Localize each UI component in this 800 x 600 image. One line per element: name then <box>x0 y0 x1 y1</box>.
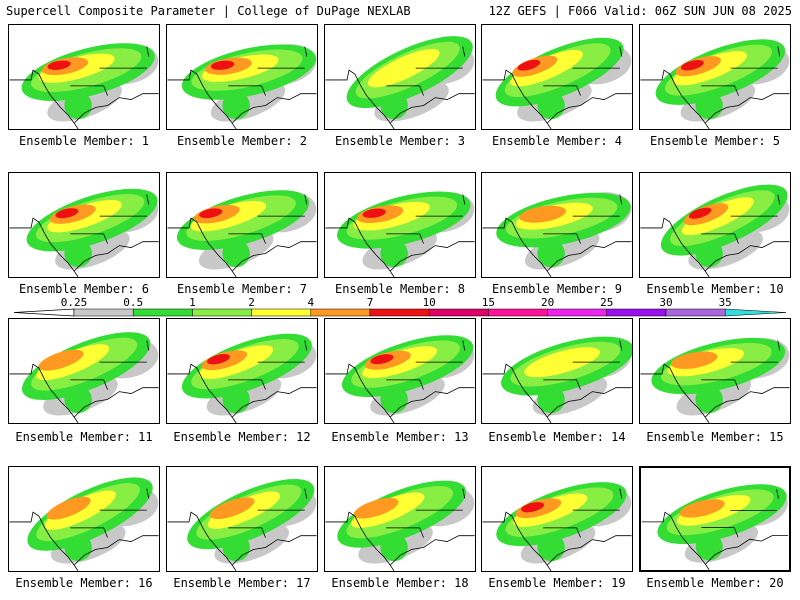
colorbar-tick-label: 15 <box>482 296 495 309</box>
ensemble-member-label: Ensemble Member: 11 <box>15 430 153 444</box>
ensemble-member-panel[interactable] <box>324 318 476 424</box>
scp-map <box>9 332 159 423</box>
scp-map <box>9 477 159 571</box>
scp-map <box>482 192 632 277</box>
ensemble-member-label: Ensemble Member: 9 <box>491 282 623 296</box>
ensemble-member-label: Ensemble Member: 7 <box>176 282 308 296</box>
scp-map <box>640 39 790 129</box>
ensemble-member-panel[interactable] <box>324 172 476 278</box>
scp-map <box>9 188 159 277</box>
colorbar-segment <box>488 308 548 317</box>
scp-map <box>325 36 475 129</box>
ensemble-member-panel[interactable] <box>324 466 476 572</box>
colorbar-tick-label: 10 <box>423 296 436 309</box>
colorbar-tick-label: 20 <box>541 296 554 309</box>
scp-map <box>482 482 632 571</box>
ensemble-member-panel[interactable] <box>166 466 318 572</box>
page-title: Supercell Composite Parameter | College … <box>6 4 411 18</box>
ensemble-member-label: Ensemble Member: 16 <box>15 576 153 590</box>
ensemble-member-label: Ensemble Member: 6 <box>18 282 150 296</box>
colorbar-segment <box>428 308 489 317</box>
colorbar-tick-label: 25 <box>600 296 613 309</box>
ensemble-member-panel[interactable] <box>8 24 160 130</box>
scp-map <box>167 479 317 571</box>
ensemble-member-panel[interactable] <box>481 172 633 278</box>
scp-map <box>325 191 475 277</box>
scp-map <box>482 336 632 423</box>
model-run-info: 12Z GEFS | F066 Valid: 06Z SUN JUN 08 20… <box>488 4 792 18</box>
ensemble-member-panel[interactable] <box>166 172 318 278</box>
ensemble-member-label: Ensemble Member: 1 <box>18 134 150 148</box>
colorbar-segment <box>73 308 134 317</box>
colorbar-segment <box>369 308 430 317</box>
colorbar-segment <box>192 308 252 317</box>
scp-map <box>640 184 790 277</box>
ensemble-member-panel[interactable] <box>8 318 160 424</box>
scp-map <box>167 44 317 129</box>
ensemble-member-label: Ensemble Member: 10 <box>646 282 784 296</box>
ensemble-member-label: Ensemble Member: 4 <box>491 134 623 148</box>
colorbar-tick-label: 35 <box>719 296 732 309</box>
ensemble-member-label: Ensemble Member: 14 <box>488 430 626 444</box>
color-legend: 0.25 0.5 1 2 4 7 10 15 20 25 30 35 <box>13 296 787 317</box>
scp-map <box>640 337 790 423</box>
colorbar-high-arrow <box>724 308 787 317</box>
colorbar-segment <box>606 308 667 317</box>
ensemble-member-label: Ensemble Member: 3 <box>334 134 466 148</box>
colorbar-segment <box>310 308 371 317</box>
ensemble-member-label: Ensemble Member: 19 <box>488 576 626 590</box>
ensemble-member-panel[interactable] <box>639 466 791 572</box>
ensemble-member-panel[interactable] <box>8 172 160 278</box>
scp-map <box>641 484 789 570</box>
colorbar-tick-label: 0.5 <box>123 296 143 309</box>
scp-map <box>482 37 632 129</box>
ensemble-member-panel[interactable] <box>639 318 791 424</box>
ensemble-member-label: Ensemble Member: 20 <box>646 576 784 590</box>
colorbar-segment <box>251 308 312 317</box>
ensemble-member-label: Ensemble Member: 17 <box>173 576 311 590</box>
ensemble-member-label: Ensemble Member: 8 <box>334 282 466 296</box>
colorbar-tick-label: 4 <box>307 296 314 309</box>
scp-map <box>167 190 317 277</box>
scp-map <box>325 480 475 571</box>
ensemble-member-label: Ensemble Member: 2 <box>176 134 308 148</box>
ensemble-member-label: Ensemble Member: 12 <box>173 430 311 444</box>
colorbar-tick-label: 0.25 <box>61 296 88 309</box>
scp-map <box>9 43 159 129</box>
ensemble-member-panel[interactable] <box>481 318 633 424</box>
ensemble-member-label: Ensemble Member: 5 <box>649 134 781 148</box>
ensemble-member-panel[interactable] <box>639 24 791 130</box>
colorbar-low-arrow <box>13 308 75 317</box>
scp-map <box>167 333 317 423</box>
ensemble-member-label: Ensemble Member: 13 <box>331 430 469 444</box>
ensemble-member-panel[interactable] <box>481 466 633 572</box>
colorbar-segment <box>132 308 193 317</box>
scp-map <box>325 335 475 423</box>
ensemble-member-panel[interactable] <box>166 318 318 424</box>
ensemble-member-panel[interactable] <box>324 24 476 130</box>
ensemble-member-label: Ensemble Member: 18 <box>331 576 469 590</box>
colorbar-tick-label: 7 <box>367 296 374 309</box>
ensemble-member-panel[interactable] <box>639 172 791 278</box>
ensemble-member-label: Ensemble Member: 15 <box>646 430 784 444</box>
colorbar-tick-label: 2 <box>248 296 255 309</box>
ensemble-member-panel[interactable] <box>8 466 160 572</box>
ensemble-member-panel[interactable] <box>481 24 633 130</box>
ensemble-member-panel[interactable] <box>166 24 318 130</box>
colorbar-segment <box>547 308 608 317</box>
colorbar-tick-label: 1 <box>189 296 196 309</box>
colorbar-tick-label: 30 <box>659 296 672 309</box>
colorbar-segment <box>665 308 726 317</box>
